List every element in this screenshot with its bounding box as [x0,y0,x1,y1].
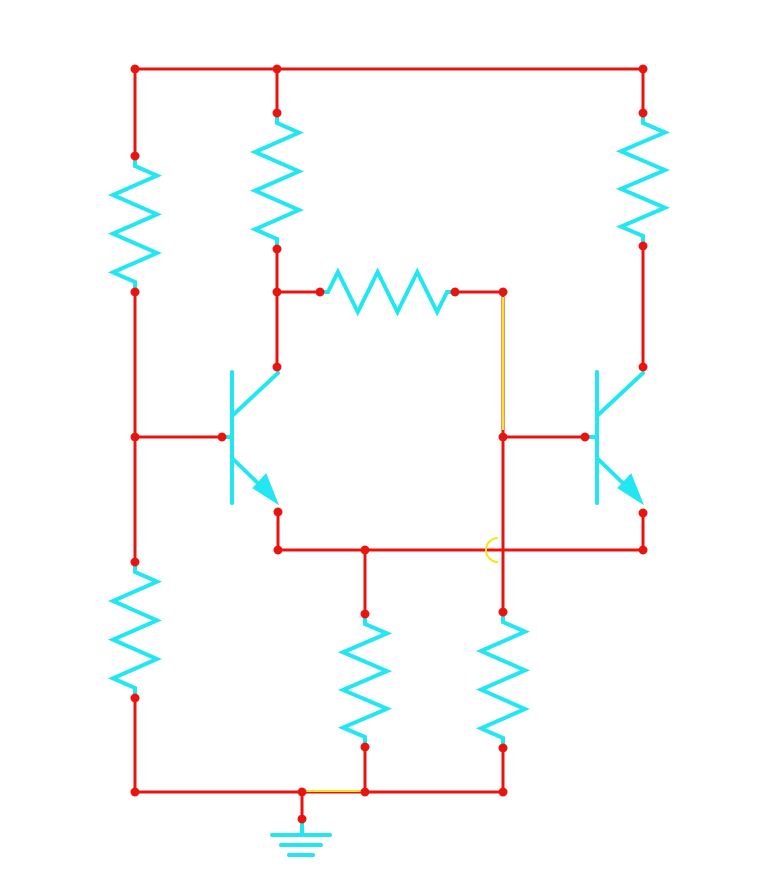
junction-node-25 [130,557,140,567]
resistor-r6 [337,612,393,749]
junction-node-7 [130,287,140,297]
junction-node-4 [130,151,140,161]
junction-node-15 [638,362,648,372]
junction-node-6 [638,108,648,118]
junction-node-19 [580,432,590,442]
junction-node-13 [498,287,508,297]
junction-node-34 [498,787,508,797]
transistor-q2-emitter-arrow [617,473,645,506]
junction-node-20 [273,507,283,517]
junction-node-30 [498,743,508,753]
junction-node-14 [272,362,282,372]
junction-node-21 [638,508,648,518]
wires [133,67,645,821]
junction-node-16 [130,432,140,442]
junction-node-18 [498,432,508,442]
junction-node-9 [638,241,648,251]
junction-node-10 [272,287,282,297]
junction-node-28 [130,693,140,703]
junction-node-31 [130,787,140,797]
transistor-q1 [222,370,280,506]
junction-node-8 [272,244,282,254]
junction-node-35 [297,814,307,824]
junction-node-1 [130,64,140,74]
components [108,111,671,857]
resistor-r3 [318,267,457,317]
junction-nodes [130,64,648,824]
junction-node-33 [360,787,370,797]
junction-node-2 [272,64,282,74]
junction-node-24 [638,545,648,555]
junction-node-12 [450,287,460,297]
resistor-r1 [108,154,162,294]
transistor-q1-emitter-arrow [252,473,280,506]
junction-node-23 [360,545,370,555]
transistor-q2 [587,370,645,506]
resistor-r5 [108,560,162,700]
ground-symbol [270,820,332,857]
junction-node-22 [273,545,283,555]
junction-node-26 [360,609,370,619]
resistor-r2 [250,111,304,251]
wire-crossing-hop [485,537,499,563]
junction-node-5 [272,108,282,118]
junction-node-32 [297,787,307,797]
junction-node-17 [217,432,227,442]
resistor-r4 [615,111,671,248]
junction-node-11 [315,287,325,297]
junction-node-3 [638,64,648,74]
junction-node-29 [360,742,370,752]
junction-node-27 [498,607,508,617]
resistor-r7 [476,610,530,750]
transistor-q2-collector [595,371,645,418]
transistor-q1-collector [230,371,280,418]
